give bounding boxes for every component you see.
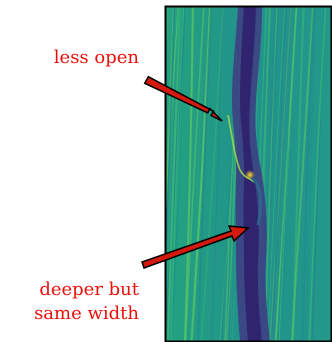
upper-arrow [143,75,223,122]
streak-line [267,6,279,342]
streak-line [267,6,286,342]
streak-line [184,6,205,342]
label-less-open: less open [54,47,140,68]
streak-line [282,6,292,342]
streak-line [270,6,292,342]
streak-line [264,6,278,342]
lower-arrow [141,225,250,269]
streak-line [165,6,167,41]
streak-line [305,6,316,342]
streak-line [197,6,213,342]
streak-line [308,6,327,342]
streak-line [170,6,185,342]
streak-line [165,6,167,50]
streak-line [269,6,292,342]
streak-line [183,6,194,342]
streak-line [171,6,187,342]
streak-line [165,6,187,342]
streak-line [165,6,166,24]
streak-line [300,6,314,342]
streak-line [302,6,316,342]
streak-line [211,6,221,342]
streak-line [272,6,287,342]
label-deeper-line1: deeper but [39,279,139,300]
streak-line [200,6,224,342]
streak-line [277,6,296,342]
field-image [165,6,332,342]
streak-line [264,6,276,342]
streak-line [278,6,298,342]
streak-line [165,6,175,247]
streak-line [166,6,181,342]
streak-line [210,6,224,342]
streak-line [190,6,204,342]
streak-line [290,6,315,342]
streak-line [165,6,179,218]
streak-line [165,6,176,303]
label-deeper-line2: same width [34,303,139,324]
streak-line [274,6,298,342]
